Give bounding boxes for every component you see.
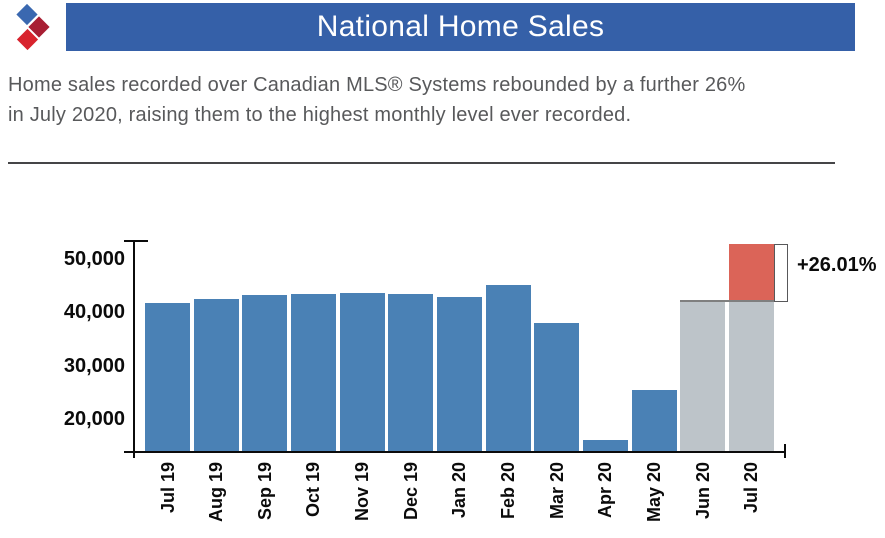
- y-tick-label-50000: 50,000: [63, 248, 125, 271]
- x-label-nov-19: Nov 19: [352, 462, 373, 522]
- bar-nov-19: [339, 292, 385, 451]
- y-tick-label-40000: 40,000: [63, 301, 125, 324]
- x-label-oct-19: Oct 19: [303, 462, 324, 518]
- x-label-feb-20: Feb 20: [498, 462, 519, 520]
- home-sales-bar-chart: 20,000 30,000 40,000 50,000 Jul 19 Aug 19 Sep…: [0, 225, 885, 538]
- recent-bars-top-line: [680, 299, 774, 302]
- increase-bracket: [773, 243, 788, 302]
- x-label-dec-19: Dec 19: [400, 462, 421, 521]
- y-tick-label-20000: 20,000: [63, 408, 125, 431]
- x-label-jul-20: Jul 20: [741, 462, 762, 514]
- bar-mar-20: [534, 323, 580, 451]
- bar-may-20: [631, 389, 677, 451]
- bar-oct-19: [290, 294, 336, 451]
- x-label-jan-20: Jan 20: [449, 462, 470, 519]
- bar-jul-20: [728, 301, 774, 451]
- x-label-may-20: May 20: [644, 462, 664, 523]
- x-label-aug-19: Aug 19: [206, 462, 227, 523]
- y-tick-label-30000: 30,000: [63, 354, 125, 377]
- y-axis-top-tick: [124, 240, 148, 242]
- x-label-mar-20: Mar 20: [546, 462, 567, 520]
- bar-aug-19: [193, 299, 239, 451]
- bar-dec-19: [388, 293, 434, 451]
- bar-feb-20: [485, 284, 531, 451]
- bar-apr-20: [582, 440, 628, 451]
- x-label-sep-19: Sep 19: [254, 462, 275, 521]
- crea-logo: [16, 3, 50, 51]
- bar-jun-20: [680, 301, 726, 451]
- y-axis-line: [133, 240, 135, 458]
- x-label-jun-20: Jun 20: [692, 462, 713, 520]
- intro-line-1: Home sales recorded over Canadian MLS® S…: [8, 74, 746, 96]
- page-title: National Home Sales: [316, 10, 605, 43]
- divider-rule: [8, 162, 835, 164]
- x-label-apr-20: Apr 20: [595, 462, 616, 519]
- bar-jan-20: [436, 296, 482, 451]
- x-label-jul-19: Jul 19: [157, 462, 178, 514]
- bar-jul-19: [145, 302, 190, 451]
- increase-annotation: +26.01%: [797, 254, 877, 276]
- bar-sep-19: [242, 295, 288, 451]
- title-bar: National Home Sales: [66, 3, 855, 51]
- x-axis-end-tick: [784, 444, 786, 458]
- x-axis-line: [124, 451, 786, 453]
- bar-jul-20-increase-segment: [728, 243, 774, 302]
- intro-text: Home sales recorded over Canadian MLS® S…: [8, 70, 868, 130]
- intro-line-2: in July 2020, raising them to the highes…: [8, 104, 632, 126]
